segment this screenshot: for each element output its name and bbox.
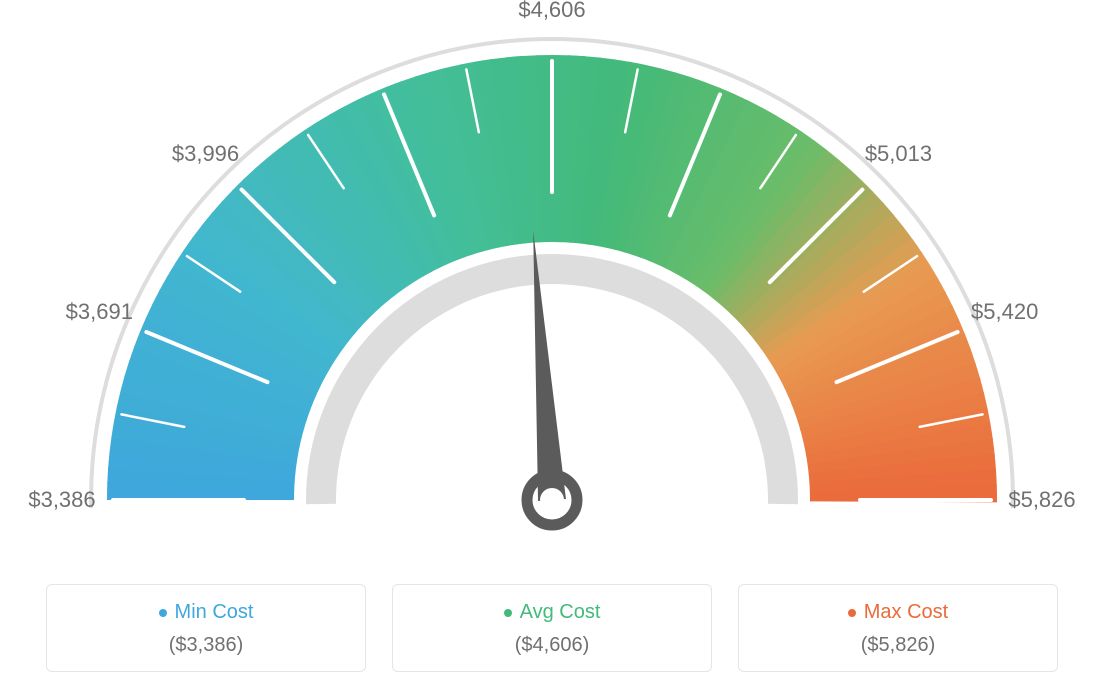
legend-title-max: Max Cost bbox=[848, 601, 948, 624]
dot-icon bbox=[504, 609, 512, 617]
gauge-tick-label: $4,606 bbox=[518, 0, 585, 23]
legend-card-max: Max Cost ($5,826) bbox=[738, 584, 1058, 672]
legend-value-avg: ($4,606) bbox=[515, 634, 590, 657]
legend-title-text: Avg Cost bbox=[520, 601, 601, 624]
dot-icon bbox=[159, 609, 167, 617]
legend-title-avg: Avg Cost bbox=[504, 601, 601, 624]
gauge-tick-label: $3,996 bbox=[172, 141, 239, 167]
legend-value-min: ($3,386) bbox=[169, 634, 244, 657]
gauge-chart: $3,386 $3,691 $3,996 $4,606 $5,013 $5,420 $5,8… bbox=[0, 0, 1104, 555]
gauge-svg bbox=[0, 0, 1104, 555]
legend-card-avg: Avg Cost ($4,606) bbox=[392, 584, 712, 672]
legend-card-min: Min Cost ($3,386) bbox=[46, 584, 366, 672]
gauge-tick-label: $5,420 bbox=[971, 299, 1038, 325]
legend-row: Min Cost ($3,386) Avg Cost ($4,606) Max … bbox=[0, 584, 1104, 672]
gauge-tick-label: $3,386 bbox=[28, 487, 95, 513]
gauge-tick-label: $5,013 bbox=[865, 141, 932, 167]
legend-value-max: ($5,826) bbox=[861, 634, 936, 657]
gauge-tick-label: $3,691 bbox=[66, 299, 133, 325]
legend-title-min: Min Cost bbox=[159, 601, 254, 624]
dot-icon bbox=[848, 609, 856, 617]
legend-title-text: Min Cost bbox=[175, 601, 254, 624]
gauge-tick-label: $5,826 bbox=[1008, 487, 1075, 513]
legend-title-text: Max Cost bbox=[864, 601, 948, 624]
